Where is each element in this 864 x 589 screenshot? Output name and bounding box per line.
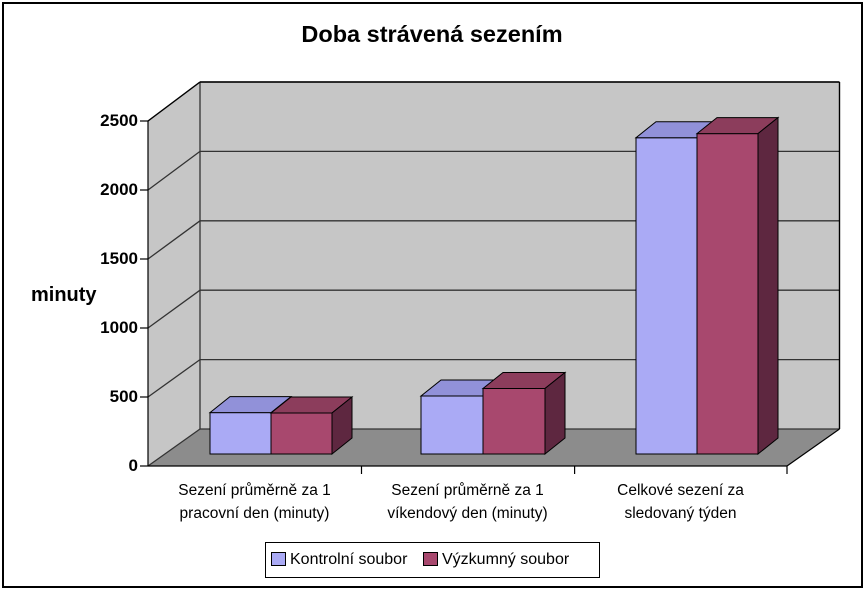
svg-text:1000: 1000	[100, 318, 138, 337]
svg-text:500: 500	[110, 387, 138, 406]
svg-text:1500: 1500	[100, 249, 138, 268]
svg-text:2500: 2500	[100, 111, 138, 130]
svg-text:2000: 2000	[100, 180, 138, 199]
svg-text:0: 0	[129, 456, 138, 475]
